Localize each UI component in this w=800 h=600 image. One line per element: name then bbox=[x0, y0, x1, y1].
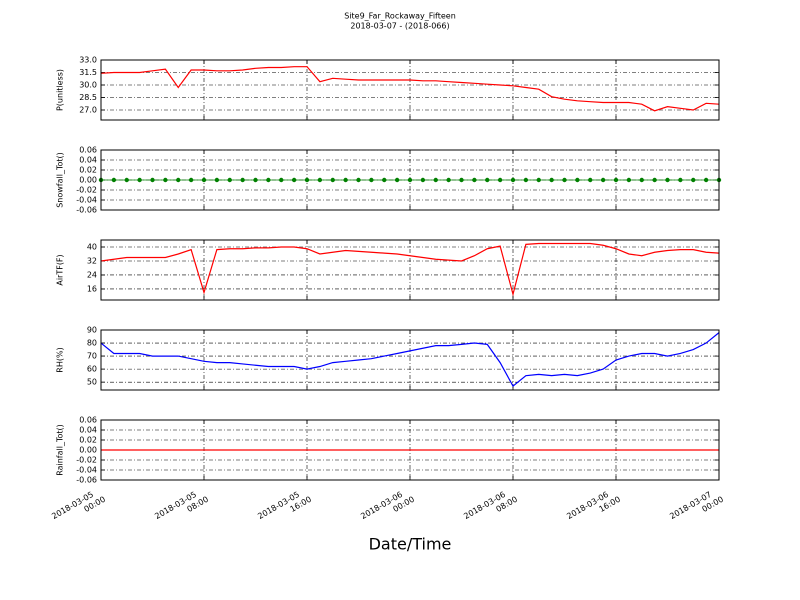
data-point bbox=[433, 177, 438, 183]
y-tick-label: -0.06 bbox=[76, 476, 97, 485]
y-tick-label: 60 bbox=[87, 365, 97, 374]
y-axis-label: AirTF(F) bbox=[56, 254, 65, 285]
y-tick-label: 50 bbox=[87, 378, 97, 387]
data-point bbox=[523, 177, 529, 183]
data-point bbox=[343, 177, 348, 183]
data-point bbox=[188, 177, 194, 183]
y-axis-label: Rainfall_Tot() bbox=[56, 424, 65, 476]
data-point bbox=[394, 177, 400, 183]
y-tick-label: 0.02 bbox=[79, 436, 97, 445]
y-tick-label: 40 bbox=[87, 242, 97, 251]
y-tick-label: 80 bbox=[87, 339, 97, 348]
data-point bbox=[703, 177, 709, 183]
data-point bbox=[150, 177, 155, 183]
data-point bbox=[510, 177, 516, 183]
y-tick-label: 0.00 bbox=[79, 446, 97, 455]
y-tick-label: 90 bbox=[87, 326, 97, 335]
data-point bbox=[575, 177, 580, 183]
data-point bbox=[613, 177, 619, 183]
y-tick-label: 0.02 bbox=[79, 166, 97, 175]
data-point bbox=[485, 177, 490, 183]
data-point bbox=[665, 177, 670, 183]
data-point bbox=[626, 177, 632, 183]
data-point bbox=[201, 177, 207, 183]
y-tick-label: 70 bbox=[87, 352, 97, 361]
y-tick-label: 0.00 bbox=[79, 176, 97, 185]
panel-frame bbox=[100, 59, 720, 121]
y-tick-label: 16 bbox=[87, 284, 97, 293]
y-axis-label: RH(%) bbox=[56, 347, 65, 372]
y-tick-label: -0.02 bbox=[76, 456, 97, 465]
y-axis-label: P(unitless) bbox=[56, 69, 65, 111]
data-point bbox=[279, 177, 284, 183]
y-tick-label: 32 bbox=[87, 256, 97, 265]
data-point bbox=[562, 177, 567, 183]
data-point bbox=[420, 177, 426, 183]
y-axis-label: Snowfall_Tot() bbox=[56, 152, 65, 208]
data-point bbox=[678, 177, 683, 183]
data-line bbox=[100, 242, 720, 297]
y-tick-label: 0.04 bbox=[79, 156, 97, 165]
data-point bbox=[124, 177, 129, 183]
chart-title: Site9_Far_Rockaway_Fifteen bbox=[344, 12, 456, 21]
data-point bbox=[137, 177, 142, 183]
y-tick-label: -0.02 bbox=[76, 186, 97, 195]
y-tick-label: 28.5 bbox=[79, 93, 97, 102]
data-point bbox=[227, 177, 232, 183]
data-point bbox=[266, 177, 271, 183]
data-point bbox=[176, 177, 181, 183]
data-point bbox=[369, 177, 374, 183]
data-point bbox=[317, 177, 323, 183]
data-point bbox=[240, 177, 245, 183]
y-tick-label: 24 bbox=[87, 270, 97, 279]
y-tick-label: -0.04 bbox=[76, 196, 97, 205]
data-point bbox=[459, 177, 464, 183]
data-point bbox=[407, 177, 413, 183]
data-point bbox=[497, 177, 503, 183]
data-point bbox=[163, 177, 168, 183]
data-point bbox=[652, 177, 657, 183]
y-tick-label: 33.0 bbox=[79, 56, 97, 65]
data-point bbox=[600, 177, 606, 183]
y-tick-label: 0.06 bbox=[79, 146, 97, 155]
panel-frame bbox=[100, 419, 720, 481]
data-point bbox=[382, 177, 387, 183]
data-point bbox=[549, 177, 554, 183]
chart-subtitle: 2018-03-07 - (2018-066) bbox=[350, 22, 449, 31]
y-tick-label: 27.0 bbox=[79, 106, 97, 115]
panel-frame bbox=[100, 329, 720, 391]
data-point bbox=[214, 177, 220, 183]
data-point bbox=[330, 177, 335, 183]
y-tick-label: 30.0 bbox=[79, 81, 97, 90]
data-point bbox=[356, 177, 361, 183]
y-tick-label: -0.06 bbox=[76, 206, 97, 215]
data-point bbox=[472, 177, 477, 183]
data-point bbox=[253, 177, 258, 183]
y-tick-label: 0.06 bbox=[79, 416, 97, 425]
data-point bbox=[291, 177, 297, 183]
data-point bbox=[639, 177, 644, 183]
y-tick-label: 31.5 bbox=[79, 68, 97, 77]
x-axis-label: Date/Time bbox=[369, 535, 452, 554]
panel-frame bbox=[100, 149, 720, 211]
data-line bbox=[100, 332, 720, 388]
data-point bbox=[536, 177, 541, 183]
y-tick-label: -0.04 bbox=[76, 466, 97, 475]
y-tick-label: 0.04 bbox=[79, 426, 97, 435]
panel-frame bbox=[100, 239, 720, 301]
data-point bbox=[304, 177, 310, 183]
data-line bbox=[100, 66, 720, 112]
data-point bbox=[446, 177, 451, 183]
data-point bbox=[588, 177, 593, 183]
data-point bbox=[691, 177, 696, 183]
data-point bbox=[111, 177, 117, 183]
